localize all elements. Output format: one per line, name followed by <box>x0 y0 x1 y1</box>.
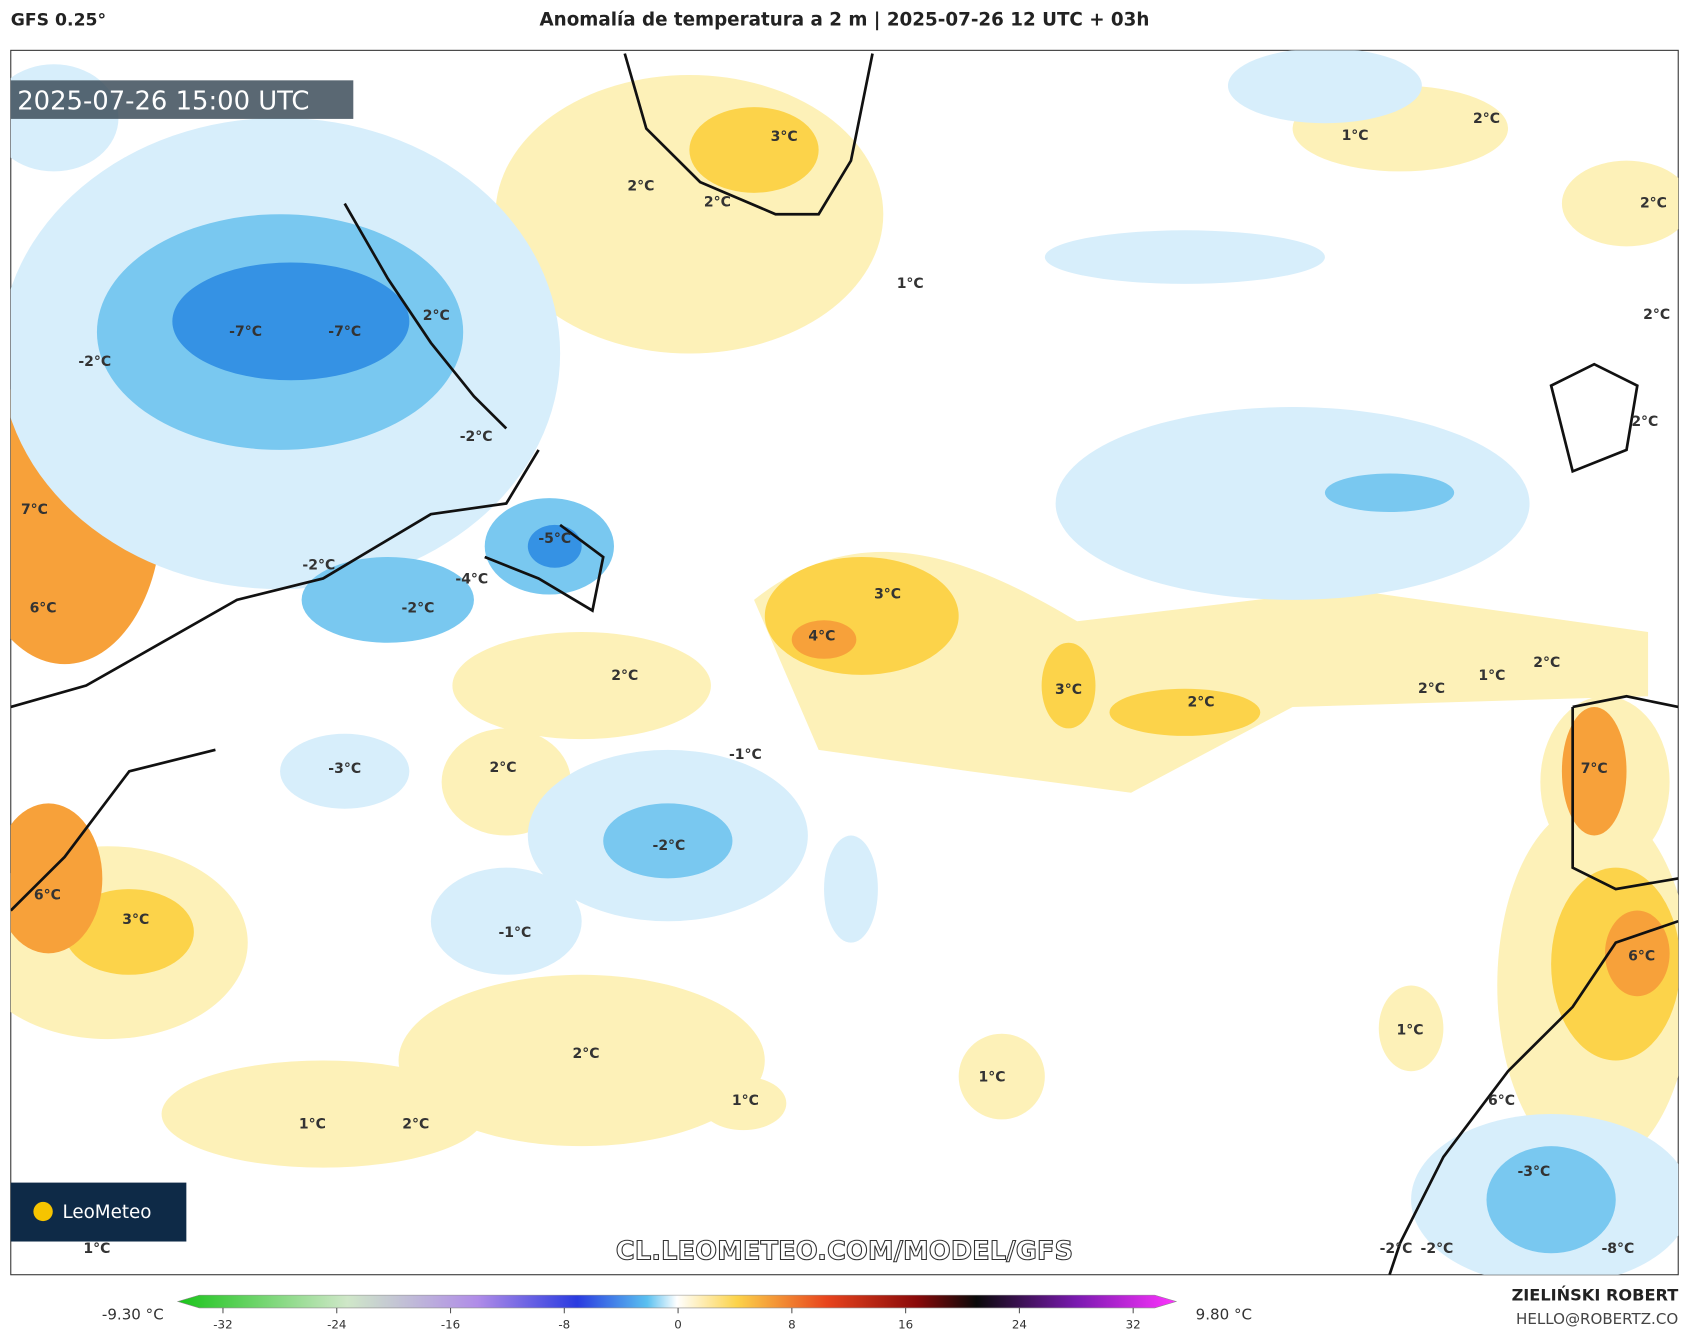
colorbar-min: -9.30 °C <box>102 1306 164 1324</box>
contour-label: 1°C <box>1478 668 1505 684</box>
email: HELLO@ROBERTZ.CO <box>1516 1310 1678 1328</box>
contour-label: -3°C <box>328 761 361 777</box>
colorbar <box>176 1294 1178 1309</box>
contour-label: 7°C <box>21 502 48 518</box>
colorbar-tick-label: 16 <box>898 1317 913 1331</box>
contour-label: -5°C <box>538 531 571 547</box>
colorbar-tick-label: 32 <box>1126 1317 1141 1331</box>
contour-label: 3°C <box>1055 682 1082 698</box>
colorbar-tick-label: -8 <box>558 1317 570 1331</box>
contour-label: 2°C <box>423 308 450 324</box>
contour-label: -7°C <box>328 324 361 340</box>
contour-label: -1°C <box>498 925 531 941</box>
contour-label: 3°C <box>122 912 149 928</box>
contour-label: 2°C <box>490 760 517 776</box>
contour-label: -2°C <box>653 838 686 854</box>
logo: LeoMeteo <box>62 1202 151 1223</box>
contour-label: -2°C <box>1421 1241 1454 1257</box>
contour-label: -2°C <box>78 354 111 370</box>
colorbar-tick-label: 0 <box>674 1317 682 1331</box>
contour-label: -2°C <box>1380 1241 1413 1257</box>
contour-label: 2°C <box>1643 307 1670 323</box>
contour-label: 1°C <box>1397 1023 1424 1039</box>
map-title: Anomalía de temperatura a 2 m | 2025-07-… <box>540 10 1150 31</box>
time-badge <box>10 80 354 119</box>
contour-label: 6°C <box>30 600 57 616</box>
logo-sun <box>33 1201 53 1222</box>
map: 2025-07-26 15:00 UTC LeoMeteo CL.LEOMETE… <box>10 49 1679 1276</box>
author: ZIELIŃSKI ROBERT <box>1512 1285 1679 1304</box>
contour-label: -2°C <box>460 429 493 445</box>
contour-label: 1°C <box>897 276 924 292</box>
contour-label: -4°C <box>455 572 488 588</box>
contour-label: 6°C <box>1488 1093 1515 1109</box>
contour-label: 2°C <box>627 178 654 194</box>
contour-label: -1°C <box>729 747 762 763</box>
contour-label: 2°C <box>611 668 638 684</box>
contour-label: 2°C <box>1418 681 1445 697</box>
model-label: GFS 0.25° <box>11 11 106 31</box>
contour-label: -2°C <box>302 558 335 574</box>
contour-label: 2°C <box>1473 111 1500 127</box>
contour-label: 2°C <box>1640 196 1667 212</box>
contour-label: 2°C <box>1188 695 1215 711</box>
colorbar-tick-label: 24 <box>1012 1317 1027 1331</box>
contour-label: -8°C <box>1602 1241 1635 1257</box>
watermark: CL.LEOMETEO.COM/MODEL/GFS <box>616 1237 1073 1267</box>
contour-label: 3°C <box>874 587 901 603</box>
contour-label: 1°C <box>979 1070 1006 1086</box>
contour-label: 1°C <box>83 1241 110 1257</box>
valid-time: 2025-07-26 15:00 UTC <box>17 86 309 116</box>
colorbar-max: 9.80 °C <box>1196 1306 1252 1324</box>
cold-core <box>172 262 582 568</box>
contour-label: 2°C <box>1533 655 1560 671</box>
colorbar-tick-label: -32 <box>213 1317 232 1331</box>
contour-label: -2°C <box>402 600 435 616</box>
contour-label: -7°C <box>229 324 262 340</box>
contour-label: 7°C <box>1581 761 1608 777</box>
contour-label: 2°C <box>704 194 731 210</box>
contour-label: 2°C <box>1631 414 1658 430</box>
contour-label: 3°C <box>771 129 798 145</box>
colorbar-tick-label: -16 <box>441 1317 460 1331</box>
contour-label: 6°C <box>34 888 61 904</box>
contour-label: 4°C <box>808 628 835 644</box>
contour-label: 1°C <box>732 1093 759 1109</box>
contour-label: 2°C <box>402 1117 429 1133</box>
colorbar-tick-label: -24 <box>327 1317 346 1331</box>
contour-label: 2°C <box>572 1046 599 1062</box>
contour-label: 1°C <box>299 1117 326 1133</box>
contour-label: 1°C <box>1342 128 1369 144</box>
contour-label: 6°C <box>1628 949 1655 965</box>
anomaly-field <box>10 50 1679 1275</box>
colorbar-tick-label: 8 <box>788 1317 796 1331</box>
contour-label: -3°C <box>1517 1164 1550 1180</box>
coastlines <box>10 53 1679 1275</box>
